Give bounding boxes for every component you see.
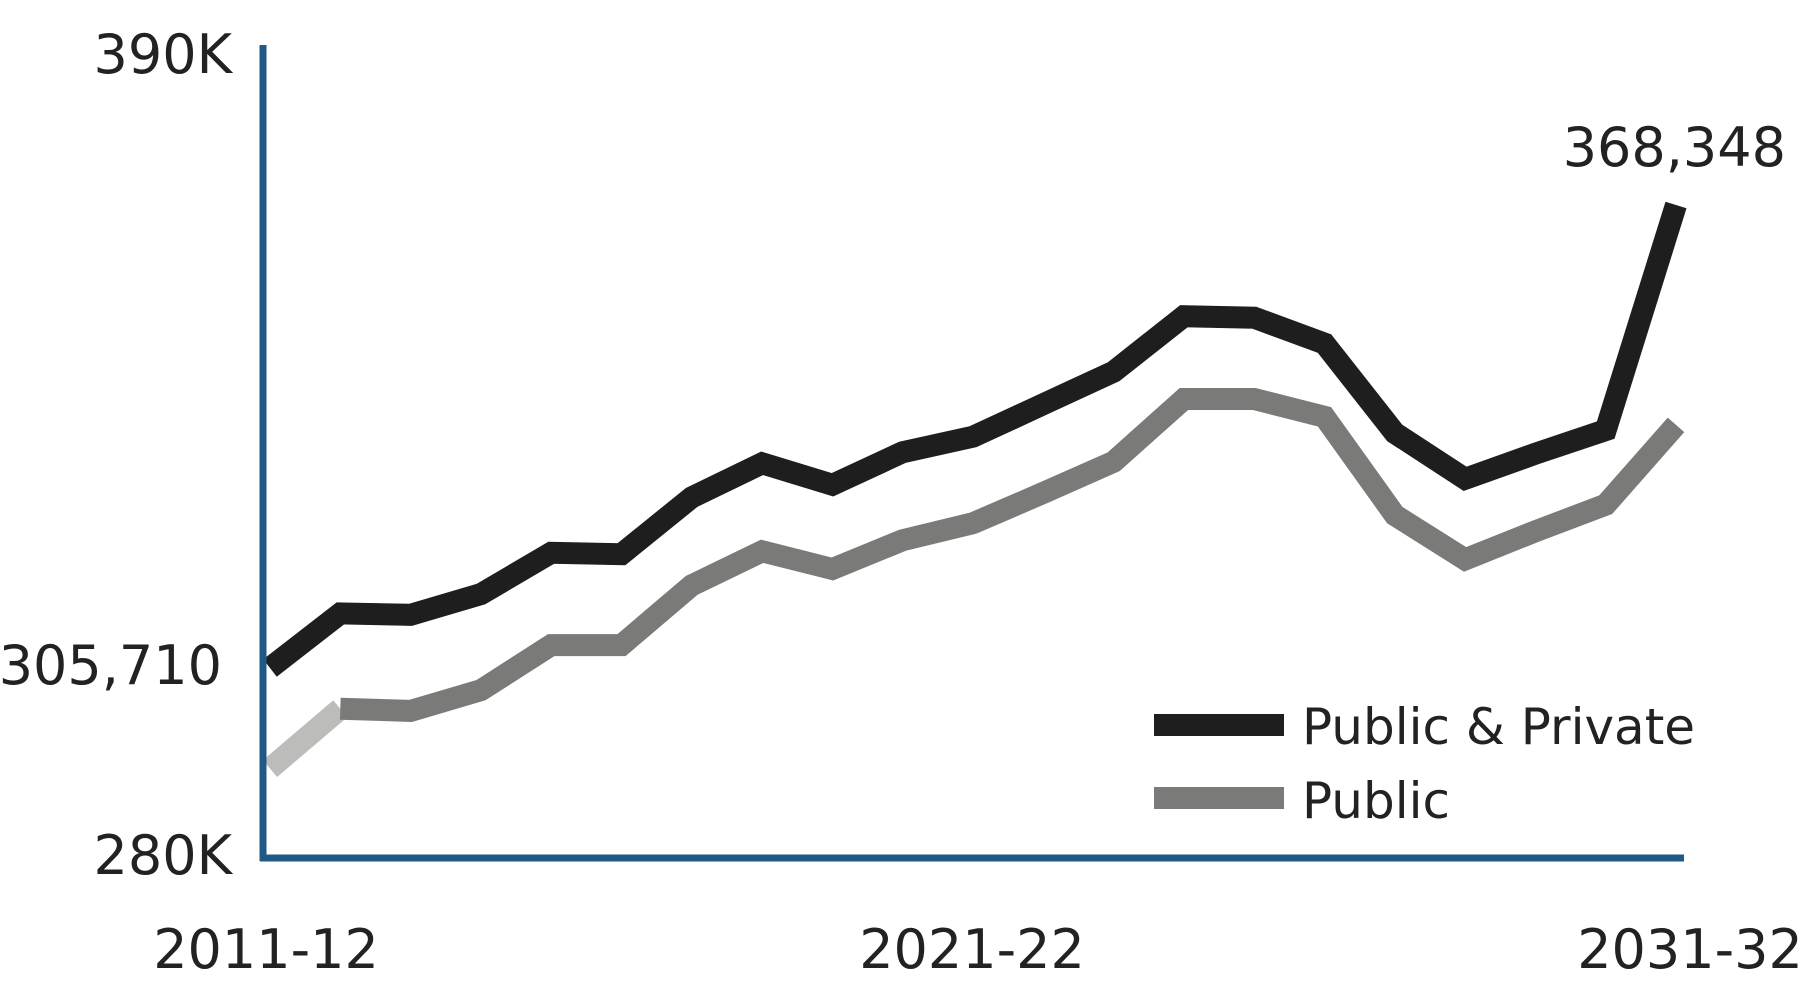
legend-label-public: Public xyxy=(1302,772,1450,830)
y-tick-label-top: 390K xyxy=(94,23,234,86)
end-value-label: 368,348 xyxy=(1563,116,1786,179)
series-public-first-segment xyxy=(262,700,348,777)
y-tick-label-bottom: 280K xyxy=(94,824,234,887)
x-tick-label-start: 2011-12 xyxy=(153,918,379,981)
legend-label-public-private: Public & Private xyxy=(1302,698,1695,756)
legend: Public & Private Public xyxy=(1154,698,1695,830)
series-line-public-private xyxy=(263,201,1687,677)
x-tick-label-end: 2031-32 xyxy=(1577,918,1803,981)
series-line-public xyxy=(339,388,1685,722)
start-value-label: 305,710 xyxy=(0,634,222,697)
x-tick-label-middle: 2021-22 xyxy=(859,918,1085,981)
series-layer xyxy=(262,201,1687,777)
